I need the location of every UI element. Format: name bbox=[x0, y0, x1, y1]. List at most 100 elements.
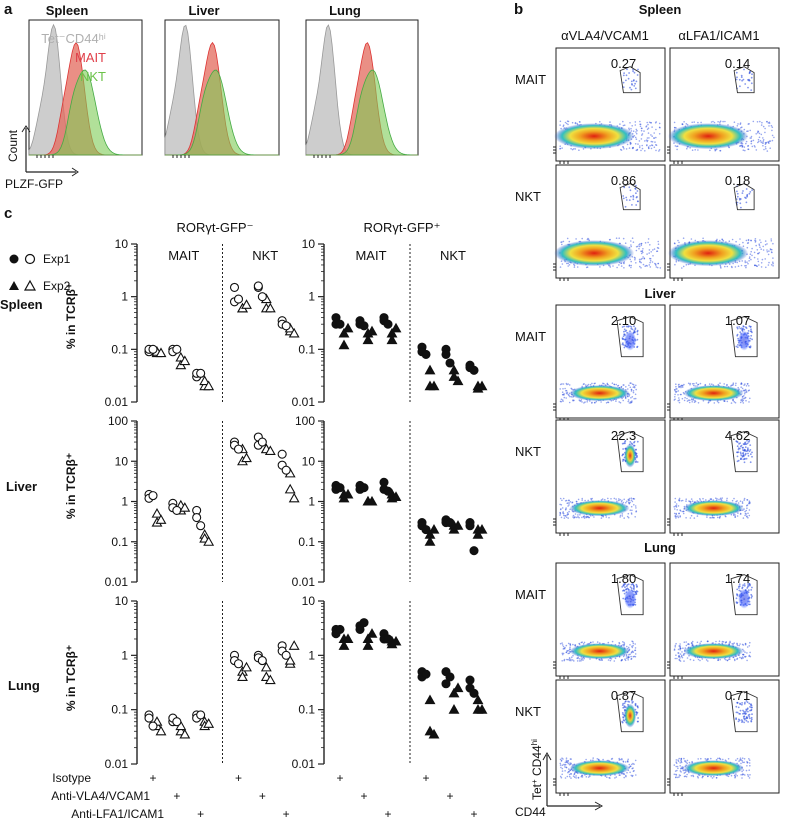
flow-event bbox=[568, 401, 571, 404]
dot-ytick-label: 1 bbox=[121, 648, 128, 662]
dot-point-exp2 bbox=[342, 322, 354, 333]
dot-point-exp1 bbox=[172, 344, 182, 354]
flow-row-label: NKT bbox=[515, 704, 541, 719]
flow-event bbox=[741, 757, 744, 759]
flow-gate bbox=[733, 183, 755, 211]
flow-event bbox=[658, 149, 661, 151]
flow-gate-value: 0.18 bbox=[725, 173, 750, 188]
flow-event-gate bbox=[622, 81, 625, 84]
flow-event bbox=[713, 402, 716, 404]
flow-event bbox=[677, 394, 679, 396]
flow-event bbox=[748, 762, 751, 764]
flow-event bbox=[679, 653, 682, 655]
flow-gate-value: 4.62 bbox=[725, 428, 750, 443]
flow-event bbox=[627, 499, 630, 502]
flow-event bbox=[630, 505, 633, 508]
flow-event bbox=[561, 767, 564, 770]
flow-event bbox=[638, 244, 640, 246]
flow-event bbox=[629, 122, 631, 124]
flow-event bbox=[751, 145, 754, 148]
flow-event-gate bbox=[747, 86, 749, 89]
flow-event bbox=[683, 760, 686, 762]
dot-ylabel-liver: % in TCRβ⁺ bbox=[64, 453, 78, 519]
flow-event-gate bbox=[622, 338, 624, 340]
flow-gate-value: 2.10 bbox=[611, 313, 636, 328]
flow-event-gate bbox=[747, 589, 750, 591]
flow-event bbox=[677, 516, 680, 519]
flow-event-gate bbox=[735, 78, 738, 81]
flow-event bbox=[630, 401, 633, 404]
flow-event bbox=[627, 399, 630, 401]
flow-event bbox=[579, 400, 582, 402]
flow-event bbox=[723, 383, 725, 385]
flow-event bbox=[637, 143, 639, 145]
flow-event bbox=[647, 132, 650, 134]
flow-event bbox=[576, 266, 579, 268]
flow-event bbox=[578, 642, 580, 645]
flow-event bbox=[704, 383, 707, 386]
flow-event bbox=[627, 516, 630, 519]
flow-event bbox=[581, 516, 583, 519]
flow-event bbox=[582, 383, 585, 386]
flow-event bbox=[626, 500, 628, 503]
flow-event-gate bbox=[622, 195, 625, 197]
flow-event-gate bbox=[742, 584, 744, 587]
flow-event-gate bbox=[736, 593, 738, 595]
flow-event bbox=[675, 512, 677, 515]
flow-ylabel: Tet+ CD44hi bbox=[530, 739, 544, 800]
flow-event bbox=[681, 656, 684, 659]
dot-point-exp2 bbox=[179, 355, 191, 366]
flow-event bbox=[730, 774, 733, 777]
flow-event bbox=[748, 500, 751, 503]
flow-event-gate bbox=[741, 703, 743, 706]
flow-event-gate bbox=[737, 720, 740, 723]
flow-event-gate bbox=[635, 192, 637, 195]
flow-event bbox=[567, 642, 570, 645]
flow-event bbox=[691, 643, 694, 645]
legend-tet: Tet⁻CD44ʰⁱ bbox=[41, 31, 106, 46]
flow-event bbox=[682, 512, 685, 515]
flow-event bbox=[651, 126, 653, 128]
flow-event bbox=[736, 757, 739, 760]
flow-event bbox=[681, 123, 684, 125]
flow-event-gate bbox=[736, 594, 739, 597]
flow-event bbox=[566, 658, 568, 661]
dot-ytick-label: 0.1 bbox=[298, 342, 315, 356]
dot-point-exp2 bbox=[448, 704, 460, 714]
flow-event bbox=[651, 141, 654, 143]
flow-event bbox=[754, 264, 756, 267]
flow-event bbox=[577, 516, 579, 518]
flow-event-gate bbox=[749, 706, 751, 708]
flow-event bbox=[638, 247, 640, 250]
flow-event bbox=[744, 396, 747, 399]
flow-event bbox=[559, 120, 562, 123]
flow-event bbox=[697, 383, 700, 386]
dot-ylabel-lung: % in TCRβ⁺ bbox=[64, 645, 78, 711]
flow-event bbox=[639, 260, 641, 263]
flow-event bbox=[737, 265, 740, 268]
flow-event bbox=[681, 384, 683, 387]
flow-event bbox=[719, 121, 721, 123]
dot-point-exp1 bbox=[445, 672, 455, 682]
flow-event-gate bbox=[748, 450, 751, 453]
flow-event bbox=[680, 500, 683, 502]
flow-event bbox=[726, 383, 728, 386]
flow-event bbox=[582, 515, 585, 518]
flow-event bbox=[659, 267, 662, 269]
flow-event bbox=[685, 761, 687, 763]
flow-event bbox=[748, 256, 751, 258]
flow-event bbox=[701, 658, 704, 660]
flow-event bbox=[630, 513, 633, 515]
flow-event-gate bbox=[737, 344, 739, 346]
flow-event bbox=[635, 774, 637, 776]
flow-event bbox=[581, 776, 584, 778]
flow-event-gate bbox=[750, 89, 753, 91]
flow-event-gate bbox=[738, 197, 741, 200]
flow-event-gate bbox=[745, 457, 748, 460]
flow-event bbox=[747, 130, 749, 132]
flow-event bbox=[561, 653, 564, 656]
flow-event bbox=[742, 149, 745, 151]
flow-event bbox=[718, 498, 720, 501]
flow-event bbox=[678, 757, 680, 760]
flow-event-gate bbox=[624, 700, 627, 703]
